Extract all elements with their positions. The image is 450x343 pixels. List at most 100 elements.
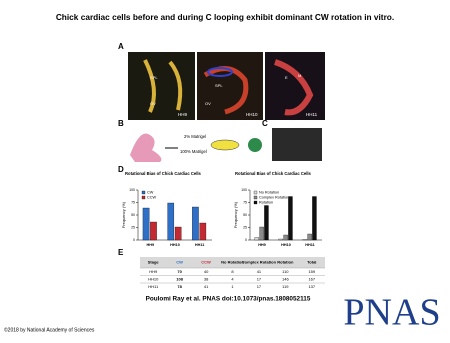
table-header: CW (176, 260, 183, 265)
stage-label: HH11 (306, 112, 318, 117)
table-cell: 17 (257, 284, 262, 289)
table-header: Rotation (277, 260, 294, 265)
bar (142, 207, 150, 241)
tissue (207, 67, 233, 77)
table-cell: 38 (204, 276, 209, 281)
label: 2% Matrigel (184, 134, 206, 139)
table-cell: HH9 (149, 269, 158, 274)
table-header: CCW (201, 260, 211, 265)
legend-label: Rotation (259, 201, 273, 205)
bar (307, 233, 312, 241)
bar (174, 226, 182, 241)
y-tick-label: 75 (131, 200, 135, 204)
heart-sketch (130, 133, 162, 162)
bar (199, 222, 207, 241)
cell-diagram (248, 138, 262, 152)
bar (192, 206, 199, 241)
y-tick-label: 50 (243, 213, 247, 217)
y-tick-label: 75 (243, 200, 247, 204)
panel-label: E (118, 248, 124, 257)
table-cell: 41 (257, 269, 262, 274)
stage-label: HH10 (246, 112, 258, 117)
table-cell: 78 (177, 284, 182, 289)
logo: PNAS (343, 292, 440, 334)
table-cell: 159 (308, 269, 315, 274)
label: SPL (150, 75, 158, 80)
table-cell: 146 (282, 276, 289, 281)
x-tick-label: HH10 (170, 243, 180, 247)
legend-label: Complex Rotation (259, 196, 289, 200)
y-tick-label: 25 (131, 225, 135, 229)
bar (167, 202, 175, 241)
table-header-bg (140, 257, 325, 268)
legend-label: CCW (147, 196, 156, 200)
x-tick-label: HH9 (258, 243, 266, 247)
bar (264, 205, 269, 241)
x-tick-label: HH11 (305, 243, 315, 247)
chart-title: Rotational Bias of Chick Cardiac Cells (125, 171, 202, 176)
x-tick-label: HH9 (147, 243, 155, 247)
tissue (143, 59, 183, 113)
table-cell: 17 (257, 276, 262, 281)
stage-label: HH9 (178, 112, 187, 117)
x-tick-label: HH11 (195, 243, 205, 247)
label: OV (150, 101, 156, 106)
dish (210, 139, 240, 151)
y-tick-label: 0 (245, 238, 247, 242)
table-cell: 137 (308, 284, 315, 289)
table-header: Stage (148, 260, 160, 265)
table-cell: HH11 (148, 284, 159, 289)
table-cell: 108 (176, 276, 183, 281)
table-cell: HH10 (148, 276, 159, 281)
legend-swatch (253, 195, 258, 200)
bar (283, 234, 288, 241)
panel-label: A (118, 42, 124, 51)
panel-label: B (118, 119, 124, 128)
micrograph (272, 128, 322, 161)
legend-swatch (141, 190, 146, 195)
bar (288, 196, 293, 241)
legend-label: CW (147, 191, 154, 195)
table-cell: 1 (231, 284, 234, 289)
label: M (298, 73, 301, 78)
micrograph (128, 52, 195, 120)
y-tick-label: 0 (133, 238, 135, 242)
legend-swatch (253, 190, 258, 195)
table-cell: 40 (204, 269, 209, 274)
x-tick-label: HH10 (281, 243, 291, 247)
table-cell: 41 (204, 284, 209, 289)
table-cell: 167 (308, 276, 315, 281)
table-cell: 4 (231, 276, 234, 281)
legend-swatch (253, 200, 258, 205)
y-tick-label: 50 (131, 213, 135, 217)
tissue (203, 66, 249, 115)
y-axis-label: Frequency (%) (233, 201, 238, 228)
copyright: ©2018 by National Academy of Sciences (4, 326, 95, 333)
label: OV (205, 101, 211, 106)
table-header: Total (307, 260, 316, 265)
table-header: Complex Rotation (242, 260, 277, 265)
chart-title: Rotational Bias of Chick Cardiac Cells (235, 171, 312, 176)
table-cell: 119 (282, 284, 289, 289)
bar (312, 196, 317, 241)
title: Chick cardiac cells before and during C … (56, 12, 394, 22)
bar (259, 226, 264, 241)
tissue (273, 59, 314, 116)
y-tick-label: 100 (129, 188, 135, 192)
label: E (285, 75, 288, 80)
table-header: No Rotation (221, 260, 244, 265)
y-tick-label: 100 (241, 188, 247, 192)
label: SPL (215, 83, 223, 88)
table-cell: 70 (177, 269, 182, 274)
citation: Poulomi Ray et al. PNAS doi:10.1073/pnas… (146, 296, 311, 303)
legend-label: No Rotation (259, 191, 279, 195)
label: 100% Matrigel (180, 149, 207, 154)
bar (302, 239, 308, 241)
bar (278, 238, 284, 241)
bar (254, 237, 260, 241)
table-cell: 8 (231, 269, 234, 274)
legend-swatch (141, 195, 146, 200)
table-cell: 110 (282, 269, 289, 274)
panel-label: D (118, 165, 124, 174)
